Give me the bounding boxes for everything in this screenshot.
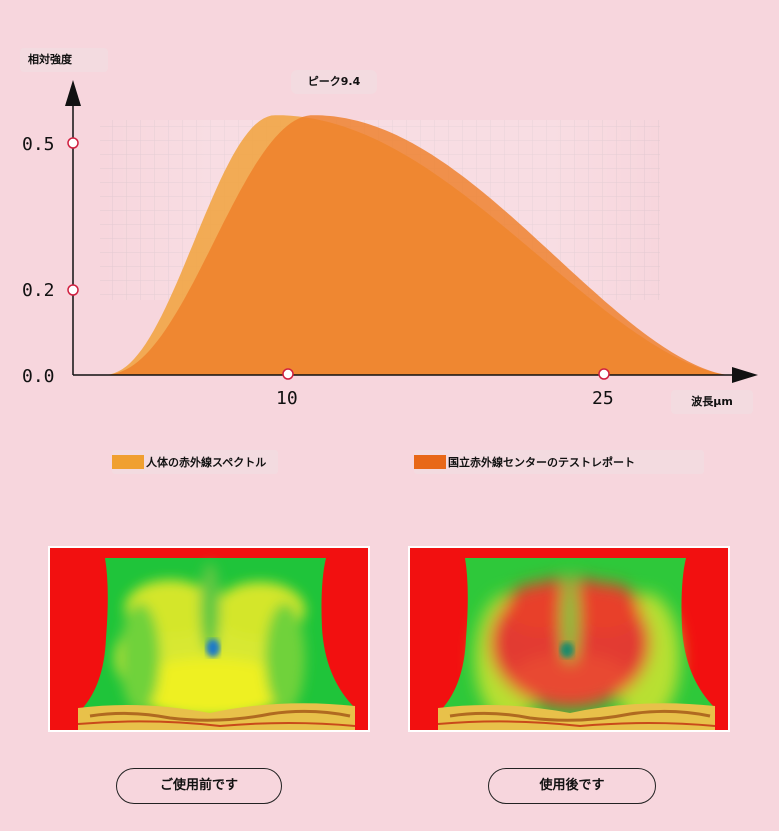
y-tick-label-0.2: 0.2 xyxy=(22,280,55,301)
x-tick-label-25: 25 xyxy=(592,388,614,409)
y-tick-label-0.0: 0.0 xyxy=(22,366,55,387)
before-label-button: ご使用前です xyxy=(116,768,282,804)
legend-swatch-human-ir xyxy=(112,455,144,469)
x-tick-marker-25 xyxy=(598,368,610,380)
x-axis-label: 波長μm xyxy=(671,390,753,414)
x-tick-label-10: 10 xyxy=(276,388,298,409)
y-tick-label-0.5: 0.5 xyxy=(22,134,55,155)
y-tick-marker-0.5 xyxy=(67,137,79,149)
legend-item-test-report: 国立赤外線センターのテストレポート xyxy=(414,450,704,474)
x-axis-arrow xyxy=(732,367,758,383)
legend-label-human-ir: 人体の赤外線スペクトル xyxy=(146,456,267,469)
after-label-button: 使用後です xyxy=(488,768,656,804)
y-axis-arrow xyxy=(65,80,81,106)
thermal-image-after xyxy=(408,546,730,732)
thermal-image-before xyxy=(48,546,370,732)
legend-swatch-test-report xyxy=(414,455,446,469)
spectrum-chart xyxy=(65,80,758,383)
legend-item-human-ir: 人体の赤外線スペクトル xyxy=(112,450,279,474)
peak-annotation: ピーク9.4 xyxy=(291,70,377,94)
x-tick-marker-10 xyxy=(282,368,294,380)
legend-label-test-report: 国立赤外線センターのテストレポート xyxy=(448,456,635,469)
y-tick-marker-0.2 xyxy=(67,284,79,296)
y-axis-label: 相対強度 xyxy=(20,48,108,72)
series-test-report-area xyxy=(102,115,731,375)
